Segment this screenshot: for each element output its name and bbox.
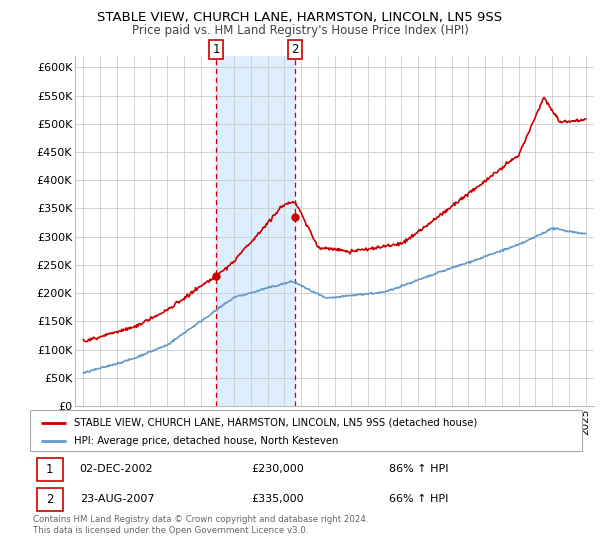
Text: £335,000: £335,000 <box>251 494 304 505</box>
Text: 02-DEC-2002: 02-DEC-2002 <box>80 464 154 474</box>
Text: STABLE VIEW, CHURCH LANE, HARMSTON, LINCOLN, LN5 9SS (detached house): STABLE VIEW, CHURCH LANE, HARMSTON, LINC… <box>74 418 478 428</box>
Text: 2: 2 <box>292 43 299 56</box>
Bar <box>37 488 63 511</box>
Text: 1: 1 <box>212 43 220 56</box>
Text: 1: 1 <box>46 463 53 476</box>
Bar <box>216 56 295 406</box>
Text: 23-AUG-2007: 23-AUG-2007 <box>80 494 154 505</box>
Text: STABLE VIEW, CHURCH LANE, HARMSTON, LINCOLN, LN5 9SS: STABLE VIEW, CHURCH LANE, HARMSTON, LINC… <box>97 11 503 24</box>
Text: Price paid vs. HM Land Registry's House Price Index (HPI): Price paid vs. HM Land Registry's House … <box>131 24 469 36</box>
Text: 86% ↑ HPI: 86% ↑ HPI <box>389 464 448 474</box>
Text: £230,000: £230,000 <box>251 464 304 474</box>
Text: 66% ↑ HPI: 66% ↑ HPI <box>389 494 448 505</box>
Bar <box>37 458 63 480</box>
Text: HPI: Average price, detached house, North Kesteven: HPI: Average price, detached house, Nort… <box>74 436 338 446</box>
Text: Contains HM Land Registry data © Crown copyright and database right 2024.
This d: Contains HM Land Registry data © Crown c… <box>33 515 368 535</box>
Text: 2: 2 <box>46 493 53 506</box>
